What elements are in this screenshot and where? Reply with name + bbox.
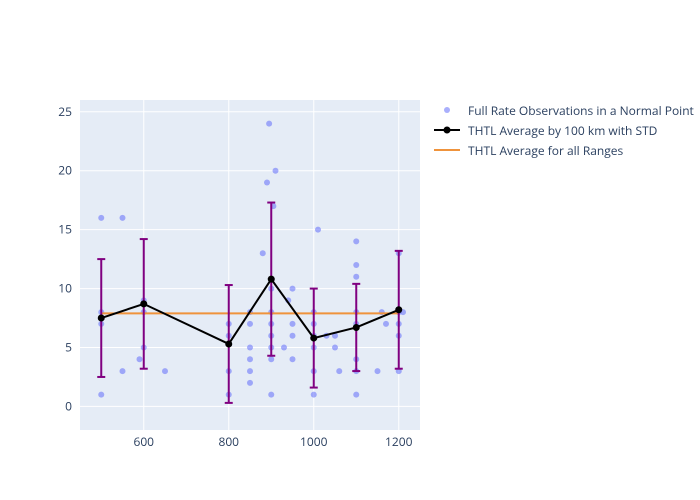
y-tick-label: 15 [58,221,72,238]
scatter-point [162,368,168,374]
scatter-point [290,356,296,362]
x-tick-label: 1000 [300,433,328,450]
x-tick-label: 800 [218,433,239,450]
scatter-point [290,321,296,327]
legend-item[interactable]: Full Rate Observations in a Normal Point [432,100,694,120]
scatter-point [247,345,253,351]
binned-average-marker [310,335,317,342]
scatter-point [290,286,296,292]
y-tick-label: 10 [58,280,72,297]
scatter-point [353,238,359,244]
scatter-point [268,356,274,362]
scatter-point [353,274,359,280]
y-tick-label: 25 [58,103,72,120]
scatter-point [266,121,272,127]
scatter-point [332,345,338,351]
scatter-point [311,392,317,398]
scatter-point [98,392,104,398]
binned-average-marker [353,324,360,331]
scatter-point [273,168,279,174]
scatter-point [247,368,253,374]
legend-swatch [432,120,462,140]
legend-label: THTL Average by 100 km with STD [468,122,657,139]
scatter-point [264,180,270,186]
y-tick-label: 0 [65,397,72,414]
legend-item[interactable]: THTL Average for all Ranges [432,140,694,160]
chart-container: 0 5 10 15 20 25 600 800 1000 1200 Full Rate Obser… [0,0,700,500]
scatter-point [247,356,253,362]
legend: Full Rate Observations in a Normal Point… [432,100,694,160]
scatter-point [247,380,253,386]
legend-swatch [432,140,462,160]
legend-item[interactable]: THTL Average by 100 km with STD [432,120,694,140]
scatter-point [260,250,266,256]
legend-label: THTL Average for all Ranges [468,142,623,159]
legend-label: Full Rate Observations in a Normal Point [468,102,694,119]
binned-average-marker [225,340,232,347]
binned-average-marker [268,276,275,283]
binned-average-marker [98,315,105,322]
x-tick-label: 600 [133,433,154,450]
scatter-point [290,333,296,339]
scatter-point [353,392,359,398]
scatter-point [336,368,342,374]
binned-average-marker [140,300,147,307]
scatter-point [353,262,359,268]
scatter-point [247,321,253,327]
y-tick-label: 20 [58,162,72,179]
scatter-point [120,215,126,221]
legend-swatch [432,100,462,120]
scatter-point [383,321,389,327]
x-tick-label: 1200 [385,433,413,450]
scatter-point [137,356,143,362]
binned-average-marker [395,306,402,313]
scatter-point [98,215,104,221]
scatter-point [120,368,126,374]
scatter-point [375,368,381,374]
y-tick-label: 5 [65,339,72,356]
scatter-point [268,392,274,398]
scatter-plot: 0 5 10 15 20 25 600 800 1000 1200 [0,0,700,500]
scatter-point [281,345,287,351]
scatter-point [315,227,321,233]
